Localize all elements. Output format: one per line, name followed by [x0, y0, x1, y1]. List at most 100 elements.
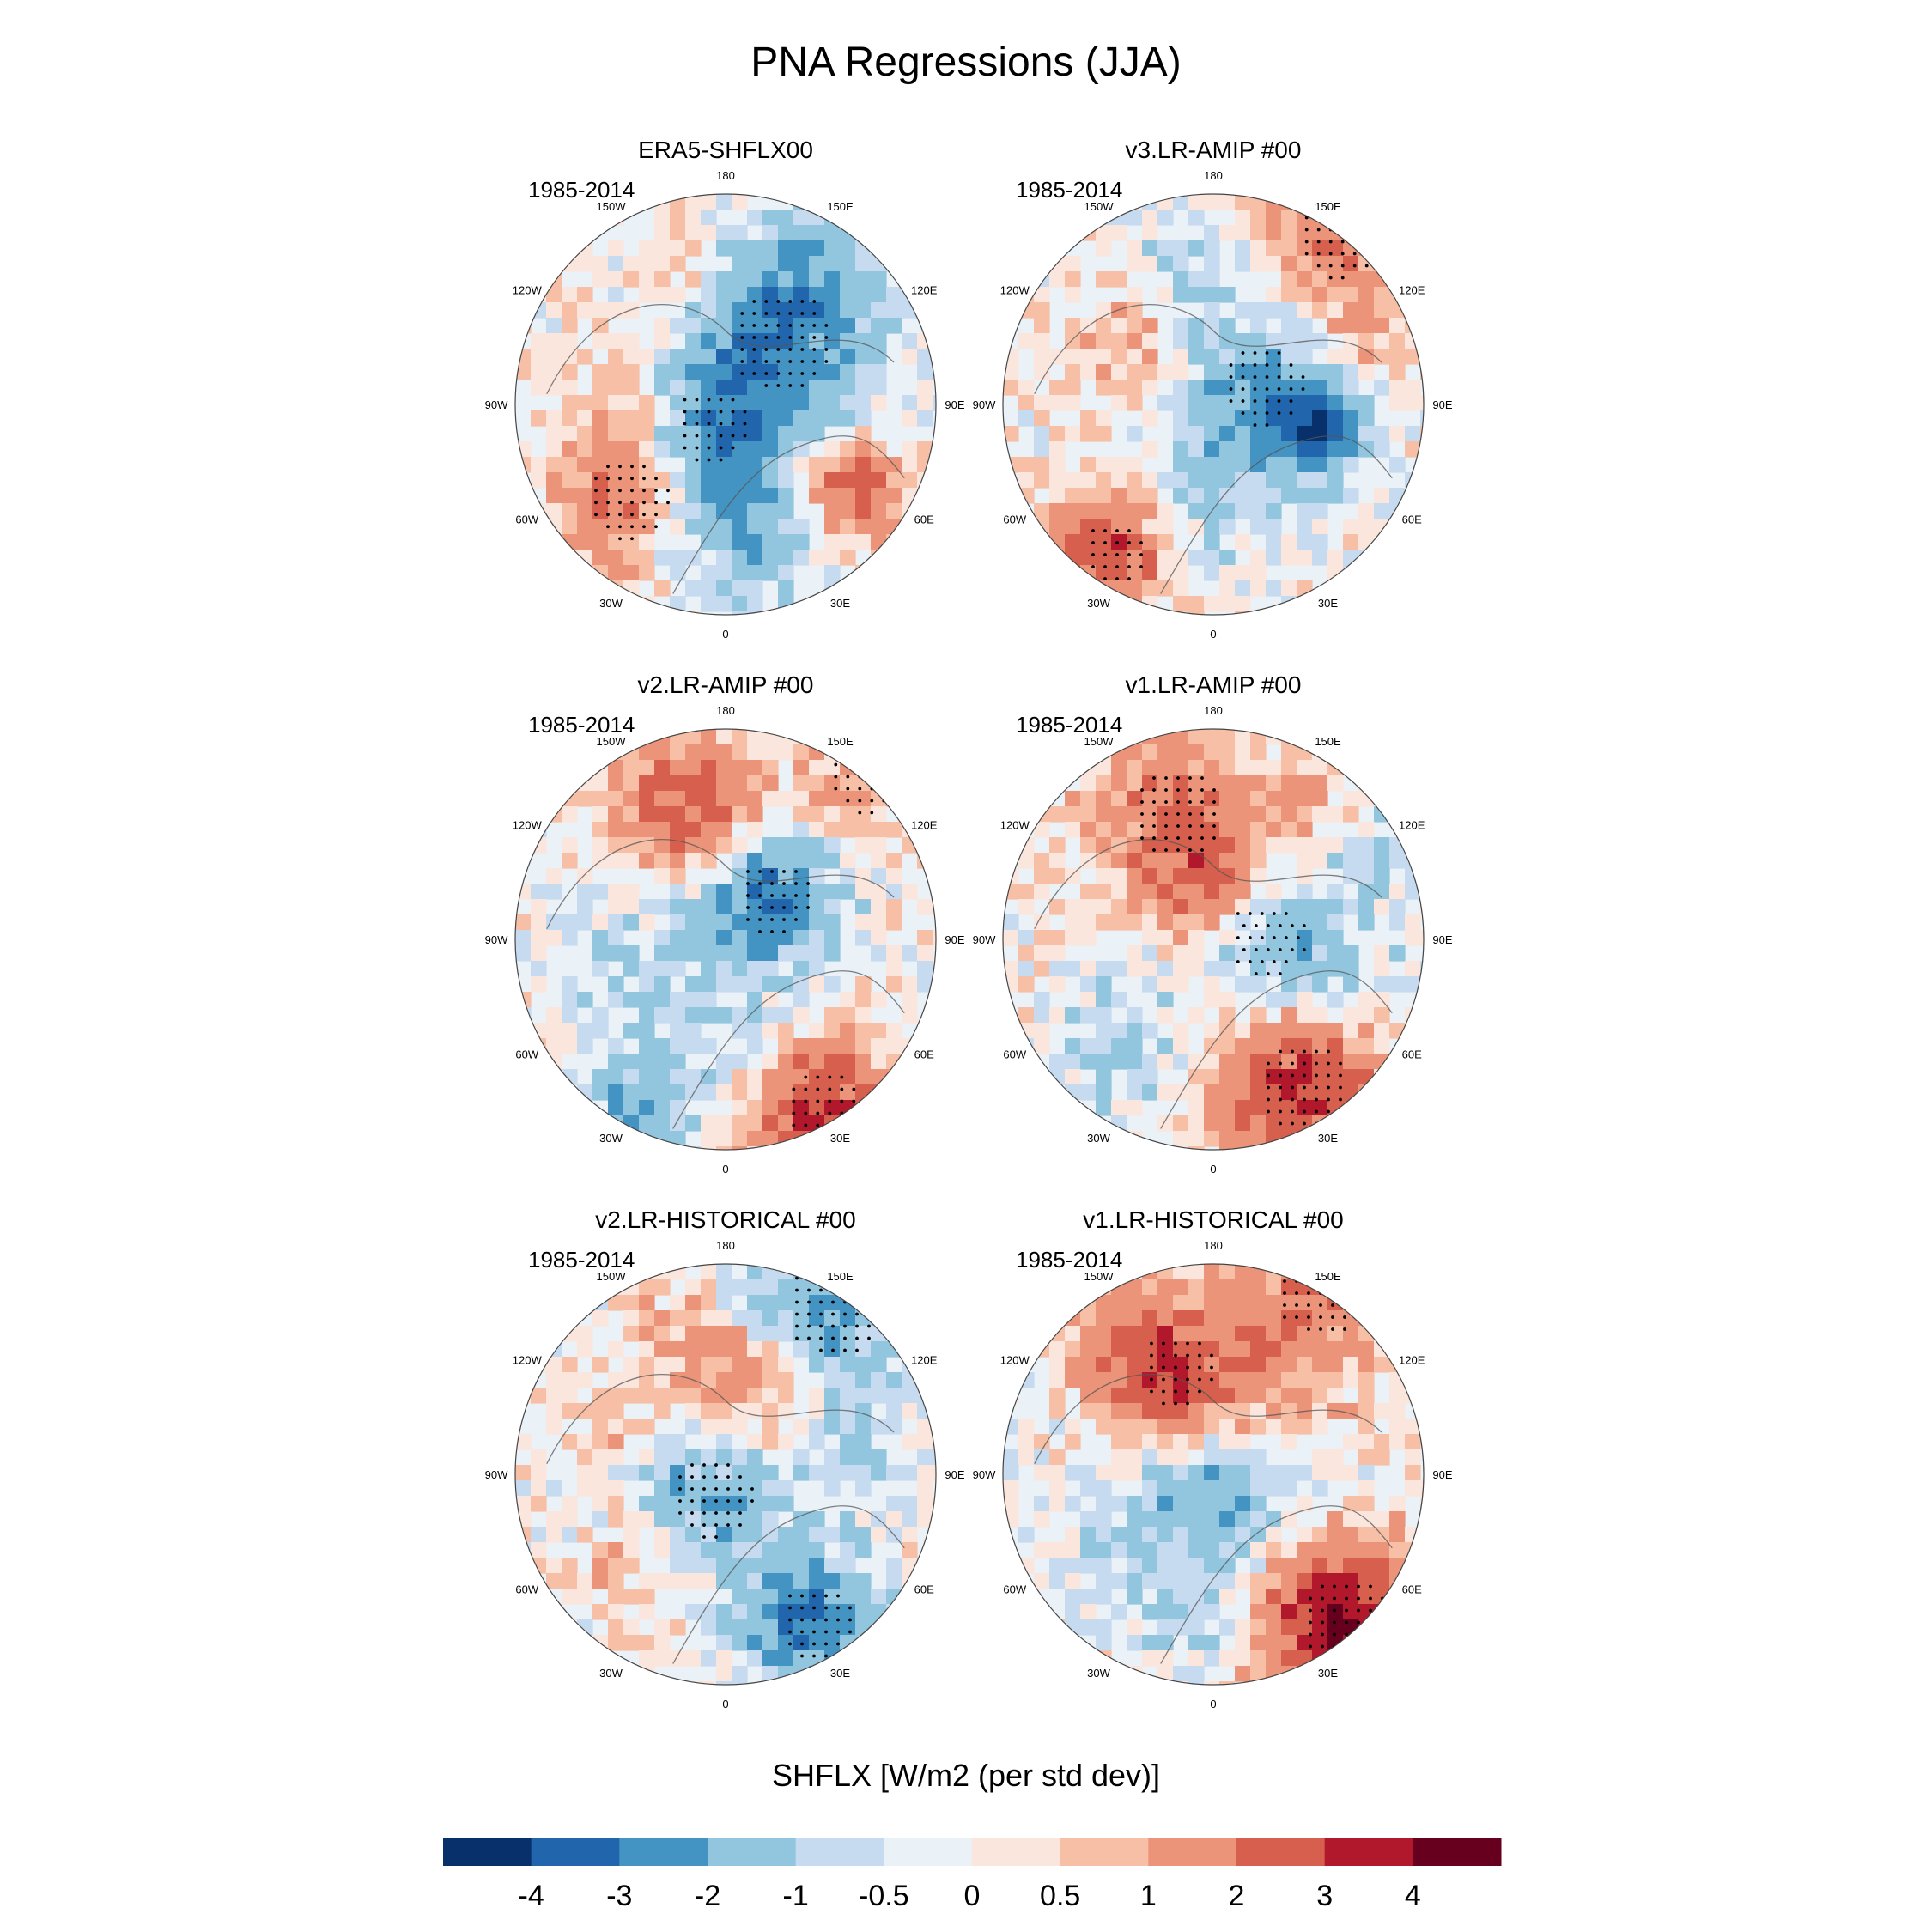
- field-cell: [670, 1357, 686, 1373]
- stipple-dot: [882, 762, 886, 767]
- stipple-dot: [707, 410, 711, 414]
- field-cell: [1219, 1326, 1236, 1342]
- field-cell: [531, 410, 547, 427]
- field-cell: [762, 1372, 779, 1388]
- stipple-dot: [714, 1523, 718, 1527]
- panel-period: 1985-2014: [1016, 1247, 1122, 1273]
- stipple-dot: [804, 1099, 808, 1103]
- field-cell: [1018, 837, 1035, 854]
- stipple-dot: [807, 1276, 811, 1280]
- field-cell: [1204, 364, 1220, 380]
- field-cell: [1188, 1635, 1205, 1651]
- field-cell: [886, 822, 902, 838]
- stipple-dot: [1139, 565, 1143, 568]
- field-cell: [1312, 1527, 1328, 1543]
- stipple-dot: [731, 446, 735, 450]
- longitude-label: 150W: [1084, 1270, 1115, 1283]
- field-cell: [732, 534, 748, 550]
- field-cell: [747, 1007, 763, 1024]
- field-cell: [654, 976, 671, 993]
- field-cell: [1065, 1573, 1081, 1589]
- field-cell: [840, 1604, 856, 1620]
- stipple-dot: [867, 1324, 871, 1328]
- field-cell: [1049, 240, 1066, 257]
- field-cell: [608, 1295, 624, 1311]
- stipple-dot: [707, 434, 711, 438]
- field-cell: [1235, 457, 1251, 473]
- field-cell: [824, 441, 841, 458]
- field-cell: [1374, 349, 1390, 365]
- field-cell: [1250, 302, 1267, 319]
- field-cell: [1420, 884, 1424, 900]
- stipple-dot: [794, 894, 798, 897]
- field-cell: [793, 225, 810, 241]
- field-cell: [1049, 976, 1066, 993]
- field-cell: [1312, 1635, 1328, 1651]
- field-cell: [716, 194, 732, 210]
- field-cell: [762, 1084, 779, 1101]
- field-cell: [1188, 1542, 1205, 1558]
- stipple-dot: [792, 1087, 796, 1091]
- field-cell: [685, 349, 702, 365]
- field-cell: [670, 395, 686, 411]
- field-cell: [701, 472, 717, 489]
- field-cell: [778, 441, 794, 458]
- field-cell: [793, 410, 810, 427]
- stipple-dot: [788, 348, 793, 351]
- map-boundary: [1002, 1263, 1425, 1686]
- field-cell: [762, 1496, 779, 1512]
- field-cell: [732, 1666, 748, 1682]
- field-cell: [531, 884, 547, 900]
- field-cell: [762, 1434, 779, 1450]
- field-cell: [1343, 1007, 1359, 1024]
- field-cell: [685, 1542, 702, 1558]
- field-cell: [1266, 380, 1282, 396]
- field-cell: [685, 457, 702, 473]
- field-cell: [1266, 1264, 1282, 1280]
- field-cell: [1204, 976, 1220, 993]
- field-cell: [1111, 580, 1127, 597]
- field-cell: [1266, 302, 1282, 319]
- field-cell: [670, 472, 686, 489]
- field-cell: [562, 1434, 578, 1450]
- field-cell: [1204, 488, 1220, 504]
- field-cell: [1173, 791, 1189, 807]
- field-cell: [1235, 349, 1251, 365]
- field-cell: [1188, 318, 1205, 334]
- field-cell: [1127, 744, 1143, 761]
- stipple-dot: [594, 501, 598, 505]
- field-cell: [1034, 1038, 1050, 1054]
- field-cell: [562, 457, 578, 473]
- field-cell: [1127, 1496, 1143, 1512]
- stipple-dot: [1352, 216, 1357, 220]
- field-cell: [1405, 1480, 1421, 1497]
- field-cell: [546, 364, 562, 380]
- field-cell: [809, 1038, 825, 1054]
- field-cell: [809, 1434, 825, 1450]
- field-cell: [1188, 760, 1205, 776]
- field-cell: [1250, 1326, 1267, 1342]
- stipple-dot: [1367, 1291, 1370, 1295]
- stipple-dot: [1267, 1073, 1270, 1078]
- field-cell: [1034, 930, 1050, 946]
- field-cell: [685, 914, 702, 931]
- field-cell: [1127, 1341, 1143, 1358]
- longitude-label: 120E: [1399, 284, 1425, 297]
- stipple-dot: [1278, 972, 1282, 975]
- field-cell: [1343, 1403, 1359, 1419]
- stipple-dot: [831, 1348, 835, 1352]
- field-cell: [1312, 976, 1328, 993]
- field-cell: [747, 791, 763, 807]
- field-cell: [1327, 1054, 1344, 1070]
- field-cell: [1188, 1558, 1205, 1574]
- field-cell: [654, 1279, 671, 1296]
- field-cell: [716, 837, 732, 854]
- field-cell: [824, 550, 841, 566]
- field-cell: [855, 1434, 872, 1450]
- field-cell: [762, 1131, 779, 1147]
- field-cell: [1142, 410, 1158, 427]
- field-cell: [871, 930, 887, 946]
- stipple-dot: [1315, 1049, 1318, 1054]
- field-cell: [1065, 822, 1081, 838]
- figure-title: PNA Regressions (JJA): [750, 39, 1182, 85]
